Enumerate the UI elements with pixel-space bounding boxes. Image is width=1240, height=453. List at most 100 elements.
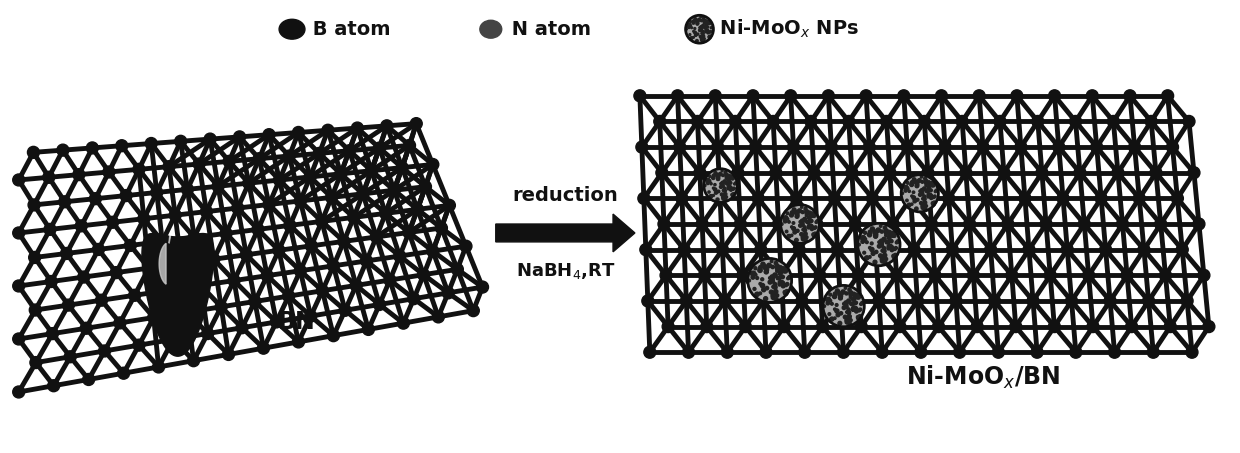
Circle shape bbox=[805, 239, 807, 242]
Circle shape bbox=[681, 295, 692, 307]
Circle shape bbox=[801, 223, 805, 226]
Circle shape bbox=[1128, 141, 1141, 153]
Circle shape bbox=[781, 267, 786, 271]
Circle shape bbox=[1109, 346, 1121, 358]
Circle shape bbox=[810, 219, 813, 222]
Circle shape bbox=[890, 240, 893, 243]
Circle shape bbox=[934, 190, 936, 193]
Circle shape bbox=[366, 165, 377, 177]
Circle shape bbox=[786, 283, 789, 286]
Circle shape bbox=[711, 26, 713, 29]
Circle shape bbox=[412, 203, 423, 215]
Circle shape bbox=[750, 271, 755, 276]
Circle shape bbox=[644, 346, 656, 358]
Circle shape bbox=[935, 90, 947, 102]
Circle shape bbox=[826, 299, 830, 302]
Circle shape bbox=[263, 198, 275, 211]
Circle shape bbox=[784, 291, 787, 295]
Circle shape bbox=[771, 280, 775, 283]
Circle shape bbox=[866, 256, 869, 260]
Circle shape bbox=[357, 188, 368, 200]
Circle shape bbox=[827, 298, 831, 301]
Circle shape bbox=[327, 330, 340, 342]
Circle shape bbox=[977, 141, 990, 153]
Circle shape bbox=[858, 315, 862, 318]
Circle shape bbox=[12, 174, 25, 186]
Circle shape bbox=[806, 221, 808, 223]
Circle shape bbox=[791, 234, 792, 236]
Circle shape bbox=[722, 170, 723, 172]
Circle shape bbox=[734, 183, 735, 185]
Circle shape bbox=[704, 31, 707, 33]
Circle shape bbox=[919, 193, 921, 196]
Circle shape bbox=[837, 291, 839, 294]
Circle shape bbox=[771, 285, 775, 288]
Circle shape bbox=[673, 141, 686, 153]
Circle shape bbox=[928, 193, 930, 197]
Circle shape bbox=[946, 244, 959, 255]
Circle shape bbox=[884, 167, 895, 178]
Circle shape bbox=[874, 251, 878, 254]
Circle shape bbox=[887, 236, 892, 240]
Circle shape bbox=[394, 250, 405, 262]
Circle shape bbox=[790, 193, 802, 204]
Circle shape bbox=[892, 255, 895, 258]
Circle shape bbox=[686, 15, 713, 43]
Circle shape bbox=[1091, 141, 1102, 153]
Circle shape bbox=[1203, 321, 1215, 333]
Circle shape bbox=[87, 142, 98, 154]
Circle shape bbox=[702, 39, 703, 41]
Circle shape bbox=[956, 116, 968, 127]
Circle shape bbox=[728, 174, 730, 177]
Circle shape bbox=[384, 274, 396, 286]
Ellipse shape bbox=[480, 20, 502, 38]
Circle shape bbox=[904, 189, 908, 192]
Circle shape bbox=[930, 183, 934, 187]
Circle shape bbox=[942, 193, 955, 204]
Circle shape bbox=[868, 255, 870, 258]
Circle shape bbox=[764, 297, 768, 301]
Circle shape bbox=[838, 293, 842, 296]
Circle shape bbox=[923, 202, 925, 205]
Polygon shape bbox=[159, 243, 166, 284]
Circle shape bbox=[707, 180, 709, 183]
Circle shape bbox=[718, 173, 720, 176]
Circle shape bbox=[932, 184, 935, 187]
Circle shape bbox=[347, 212, 360, 223]
Circle shape bbox=[715, 173, 718, 175]
Circle shape bbox=[397, 162, 408, 173]
Circle shape bbox=[920, 202, 923, 205]
Text: Ni-MoO$_x$/BN: Ni-MoO$_x$/BN bbox=[905, 363, 1060, 390]
Circle shape bbox=[882, 237, 887, 241]
Circle shape bbox=[889, 231, 893, 235]
Circle shape bbox=[729, 188, 733, 191]
Circle shape bbox=[771, 265, 774, 269]
Circle shape bbox=[928, 185, 930, 189]
Circle shape bbox=[784, 216, 787, 219]
Circle shape bbox=[799, 224, 802, 227]
Circle shape bbox=[849, 218, 861, 230]
Circle shape bbox=[704, 169, 738, 202]
Circle shape bbox=[702, 32, 704, 35]
Circle shape bbox=[777, 283, 781, 286]
Circle shape bbox=[884, 231, 888, 235]
Circle shape bbox=[1048, 321, 1060, 333]
Circle shape bbox=[262, 270, 273, 282]
Circle shape bbox=[714, 191, 718, 194]
Circle shape bbox=[808, 217, 811, 219]
Circle shape bbox=[722, 189, 724, 192]
Circle shape bbox=[284, 219, 296, 231]
Circle shape bbox=[12, 333, 25, 345]
Circle shape bbox=[887, 245, 892, 249]
Circle shape bbox=[228, 275, 241, 287]
Circle shape bbox=[720, 181, 724, 184]
Circle shape bbox=[212, 180, 224, 192]
Circle shape bbox=[776, 270, 779, 272]
Circle shape bbox=[844, 301, 848, 304]
Circle shape bbox=[362, 323, 374, 335]
Circle shape bbox=[880, 257, 884, 261]
Circle shape bbox=[836, 304, 838, 306]
Circle shape bbox=[693, 20, 694, 22]
Circle shape bbox=[759, 292, 761, 294]
Circle shape bbox=[1183, 116, 1195, 127]
